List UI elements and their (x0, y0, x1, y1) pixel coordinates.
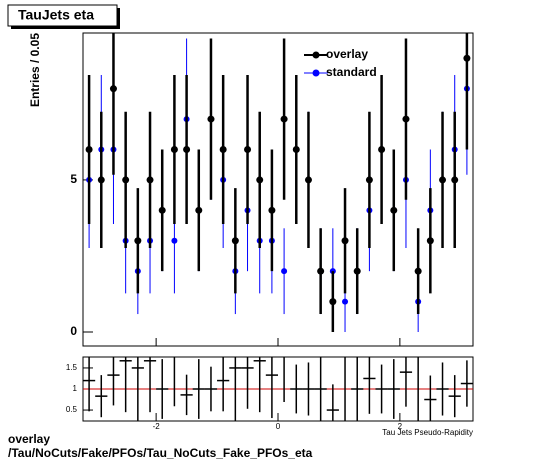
data-point (390, 206, 398, 214)
y-tick-label: 1.5 (66, 363, 78, 372)
data-point (146, 176, 154, 184)
data-point (341, 237, 349, 245)
legend-label: overlay (326, 47, 368, 61)
data-point (207, 115, 215, 123)
data-point (451, 176, 459, 184)
data-point (158, 206, 166, 214)
data-point (426, 237, 434, 245)
x-tick-label: 2 (398, 422, 403, 431)
y-axis-label: Entries / 0.05 (28, 33, 42, 107)
data-point (280, 115, 288, 123)
y-tick-label: 0 (70, 324, 77, 338)
footer-line: overlay (8, 432, 50, 446)
data-point (134, 237, 142, 245)
data-point (170, 146, 178, 154)
data-point (317, 267, 325, 275)
chart-title: TauJets eta (18, 7, 94, 23)
data-point (414, 267, 422, 275)
data-point (195, 206, 203, 214)
data-point (122, 176, 130, 184)
data-point (463, 54, 471, 62)
x-tick-label: 0 (276, 422, 281, 431)
data-point (304, 176, 312, 184)
y-tick-label: 1 (73, 384, 78, 393)
data-point (378, 146, 386, 154)
data-point (329, 298, 337, 306)
plot-area (85, 33, 471, 333)
data-point (281, 268, 288, 275)
data-point (171, 237, 178, 244)
legend-marker (312, 69, 320, 77)
title-box (7, 4, 118, 27)
data-point (183, 146, 191, 154)
data-point (342, 298, 349, 305)
y-tick-label: 5 (70, 172, 77, 186)
x-tick-label: -2 (153, 422, 161, 431)
data-point (439, 176, 447, 184)
legend-marker (312, 51, 320, 59)
data-point (365, 176, 373, 184)
data-point (219, 146, 227, 154)
data-point (256, 176, 264, 184)
legend-label: standard (326, 65, 377, 79)
data-point (85, 146, 93, 154)
data-point (231, 237, 239, 245)
data-point (353, 267, 361, 275)
footer-line: /Tau/NoCuts/Fake/PFOs/Tau_NoCuts_Fake_PF… (8, 446, 313, 460)
x-axis-label: Tau Jets Pseudo-Rapidity (382, 428, 473, 437)
data-point (97, 176, 105, 184)
data-point (402, 115, 410, 123)
data-point (292, 146, 300, 154)
y-tick-label: 0.5 (66, 405, 78, 414)
data-point (268, 206, 276, 214)
plot-area (83, 357, 473, 421)
data-point (109, 85, 117, 93)
data-point (244, 146, 252, 154)
